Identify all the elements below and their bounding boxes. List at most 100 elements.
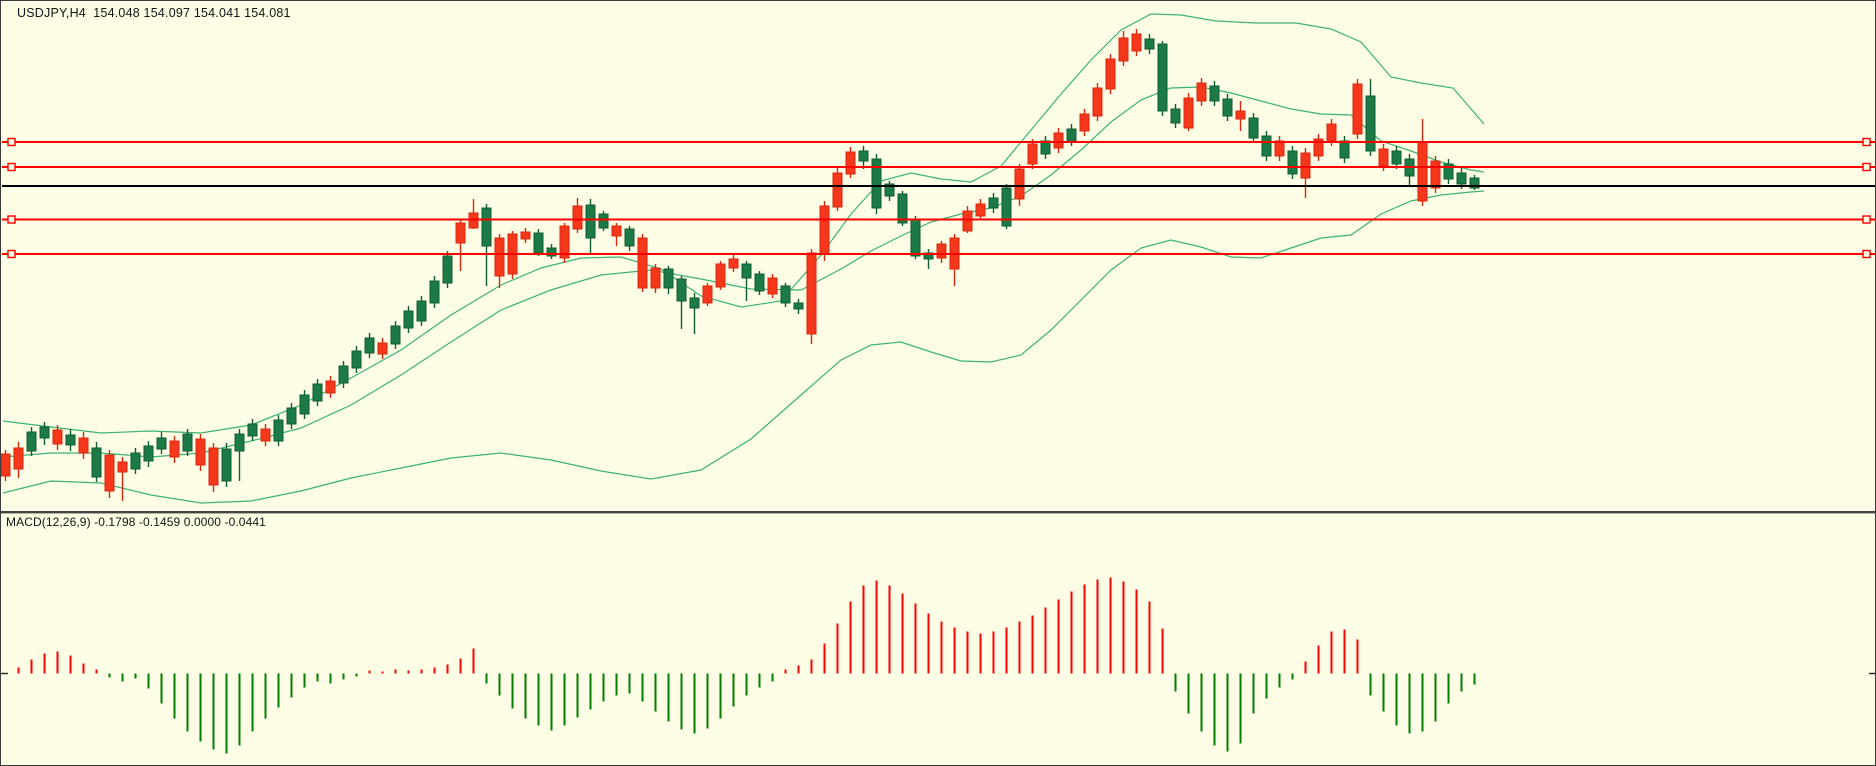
candle-body <box>1053 132 1064 149</box>
candle-body <box>91 447 102 478</box>
candle-body <box>1092 87 1103 117</box>
candle-body <box>1274 140 1285 157</box>
candle-body <box>559 225 570 259</box>
candle-body <box>1001 187 1012 227</box>
candle-body <box>325 380 336 394</box>
candle-body <box>1365 95 1376 152</box>
candle-body <box>598 213 609 229</box>
candle-body <box>65 434 76 446</box>
candle-body <box>1209 85 1220 102</box>
candle-body <box>234 433 245 452</box>
candle-body <box>1222 98 1233 117</box>
candle-body <box>364 337 375 354</box>
candle-body <box>481 207 492 247</box>
candle-body <box>1287 150 1298 175</box>
candle-body <box>1261 135 1272 157</box>
candle-body <box>468 212 479 229</box>
candle-body <box>182 433 193 452</box>
candle-body <box>1326 123 1337 142</box>
candle-body <box>1144 38 1155 50</box>
candle-body <box>351 350 362 369</box>
candle-body <box>754 273 765 292</box>
candle-body <box>715 263 726 288</box>
candle-body <box>104 454 115 492</box>
candle-body <box>832 172 843 208</box>
candle-body <box>1014 168 1025 200</box>
pane-separator[interactable] <box>1 511 1876 514</box>
candle-body <box>273 419 284 442</box>
candle-body <box>663 268 674 289</box>
candle-body <box>780 285 791 304</box>
candle-body <box>429 280 440 304</box>
candle-body <box>975 203 986 217</box>
candle-body <box>702 285 713 304</box>
candle-body <box>1339 140 1350 159</box>
candle-body <box>1443 163 1454 180</box>
candle-body <box>1105 58 1116 90</box>
candle-body <box>689 297 700 309</box>
candle-body <box>624 228 635 247</box>
candle-body <box>845 151 856 175</box>
candle-body <box>52 429 63 445</box>
candle-body <box>455 222 466 244</box>
candle-body <box>546 247 557 257</box>
candle-body <box>767 277 778 295</box>
candle-body <box>195 438 206 466</box>
candle-body <box>806 252 817 335</box>
candle-body <box>1170 108 1181 124</box>
candle-body <box>403 310 414 329</box>
candle-body <box>728 258 739 269</box>
bollinger-lower-band-line <box>2 190 1485 504</box>
candle-body <box>416 300 427 322</box>
candle-body <box>1300 152 1311 179</box>
candle-body <box>169 440 180 458</box>
candle-body <box>910 218 921 257</box>
line-handle[interactable] <box>7 162 16 172</box>
line-handle[interactable] <box>1862 249 1871 259</box>
candle-body <box>247 423 258 437</box>
candle-body <box>13 447 24 470</box>
candle-body <box>130 452 141 470</box>
candle-body <box>143 445 154 462</box>
line-handle[interactable] <box>1862 137 1871 147</box>
candle-body <box>650 267 661 289</box>
candle-body <box>1378 148 1389 167</box>
candle-body <box>1 453 11 477</box>
candle-body <box>1027 143 1038 165</box>
candle-body <box>338 365 349 384</box>
macd-indicator-label: MACD(12,26,9) -0.1798 -0.1459 0.0000 -0.… <box>6 515 266 529</box>
candle-body <box>676 278 687 302</box>
candle-body <box>520 231 531 240</box>
line-handle[interactable] <box>7 215 16 224</box>
candle-body <box>1157 43 1168 112</box>
line-handle[interactable] <box>1862 215 1871 224</box>
candle-body <box>1079 113 1090 132</box>
candle-body <box>533 232 544 254</box>
candle-body <box>611 225 622 237</box>
candle-body <box>1235 110 1246 120</box>
candle-body <box>1066 128 1077 142</box>
candle-body <box>286 407 297 425</box>
candle-body <box>923 252 934 260</box>
candle-body <box>1456 172 1467 185</box>
candle-body <box>390 325 401 345</box>
candle-body <box>39 426 50 439</box>
macd-histogram <box>17 577 1476 754</box>
candle-body <box>26 431 37 452</box>
line-handle[interactable] <box>7 137 16 147</box>
candle-body <box>1183 97 1194 129</box>
candle-body <box>494 237 505 277</box>
candle-body <box>962 210 973 232</box>
candle-body <box>1118 37 1129 62</box>
line-handle[interactable] <box>1862 162 1871 172</box>
candle-body <box>793 302 804 310</box>
line-handle[interactable] <box>7 249 16 259</box>
candle-body <box>988 197 999 209</box>
candle-body <box>156 437 167 450</box>
candle-body <box>299 394 310 415</box>
candle-body <box>377 342 388 355</box>
candle-body <box>1417 141 1428 202</box>
candle-body <box>1352 83 1363 135</box>
candle-body <box>637 237 648 289</box>
